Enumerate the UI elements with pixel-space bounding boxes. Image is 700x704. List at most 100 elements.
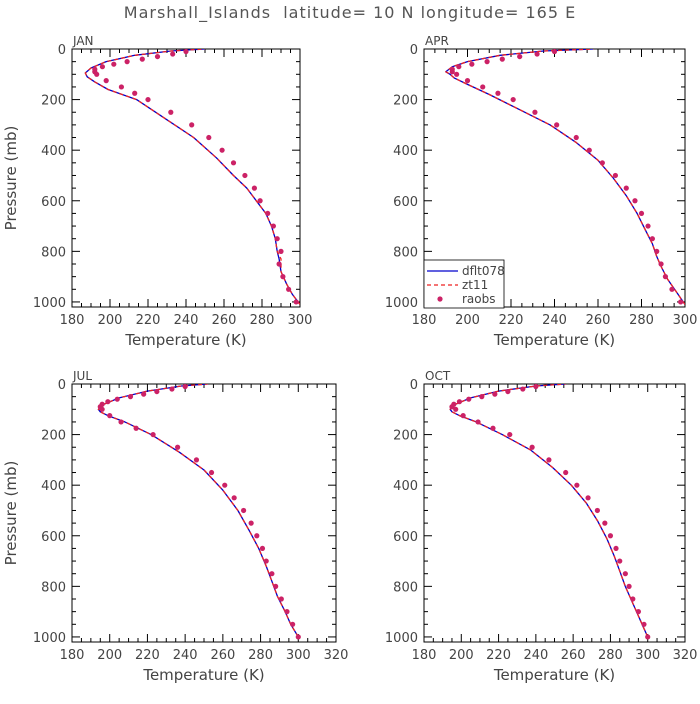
data-point-raobs <box>645 223 651 229</box>
panel-jul: JUL 180 200 220 240 260 280 300 320 0 200 400 600 800… <box>2 369 348 684</box>
y-tick-label: 200 <box>41 94 66 109</box>
data-point-raobs <box>658 261 664 267</box>
data-point-raobs <box>278 248 284 254</box>
data-point-raobs <box>114 396 120 402</box>
data-point-raobs <box>259 545 266 552</box>
data-point-raobs <box>492 391 498 397</box>
x-tick-label: 260 <box>212 313 237 328</box>
x-tick-label: 220 <box>486 648 511 663</box>
data-point-raobs <box>454 71 460 77</box>
data-point-raobs <box>99 64 105 70</box>
data-point-raobs <box>632 198 638 204</box>
data-point-raobs <box>139 56 145 62</box>
data-point-raobs <box>133 425 139 431</box>
data-point-raobs <box>284 609 290 615</box>
data-point-raobs <box>257 198 263 204</box>
data-point-raobs <box>495 90 501 96</box>
x-tick-label: 200 <box>449 648 474 663</box>
data-point-raobs <box>231 495 237 501</box>
data-point-raobs <box>169 386 175 392</box>
y-axis-label: Pressure (mb) <box>2 126 20 231</box>
series-line-dflt078 <box>97 384 299 638</box>
data-point-raobs <box>475 419 481 425</box>
data-point-raobs <box>293 299 299 305</box>
y-tick-label: 200 <box>393 429 418 444</box>
x-tick-label: 300 <box>673 313 698 328</box>
data-point-raobs <box>105 399 111 405</box>
y-tick-label: 0 <box>410 378 418 393</box>
data-point-raobs <box>451 401 457 407</box>
data-point-raobs <box>274 236 280 242</box>
data-point-raobs <box>206 134 212 141</box>
legend-label: zt11 <box>462 278 488 292</box>
data-point-raobs <box>154 388 160 395</box>
series-line-zt11 <box>445 49 685 305</box>
data-point-raobs <box>599 160 605 166</box>
data-point-raobs <box>183 49 189 55</box>
x-axis-label: Temperature (K) <box>142 666 264 684</box>
y-tick-label: 800 <box>41 580 66 595</box>
data-point-raobs <box>456 399 463 405</box>
panel-label: JUL <box>72 369 92 383</box>
data-point-raobs <box>145 96 151 103</box>
data-point-raobs <box>241 507 247 514</box>
x-tick-label: 280 <box>598 648 623 663</box>
panel-label: OCT <box>425 369 451 383</box>
x-tick-label: 260 <box>210 648 235 663</box>
x-tick-label: 200 <box>98 313 123 328</box>
x-tick-label: 260 <box>561 648 586 663</box>
plot-area <box>97 384 301 640</box>
series-line-zt11 <box>449 384 649 638</box>
data-point-raobs <box>107 413 113 419</box>
x-tick-label: 300 <box>286 648 311 663</box>
data-point-raobs <box>574 482 580 488</box>
legend-label: raobs <box>462 292 496 306</box>
x-tick-label: 180 <box>60 648 85 663</box>
y-tick-label: 1000 <box>33 296 66 311</box>
data-point-raobs <box>517 53 523 60</box>
plot-frame <box>71 383 337 643</box>
data-point-raobs <box>505 388 511 395</box>
y-tick-label: 400 <box>393 144 418 159</box>
data-point-raobs <box>551 49 558 55</box>
data-point-raobs <box>563 469 569 476</box>
data-point-raobs <box>111 61 117 67</box>
data-point-raobs <box>613 545 619 552</box>
x-tick-label: 200 <box>97 648 122 663</box>
y-tick-label: 1000 <box>385 631 418 646</box>
y-tick-label: 0 <box>58 43 66 58</box>
x-tick-label: 180 <box>412 313 437 328</box>
data-point-raobs <box>602 520 608 526</box>
data-point-raobs <box>662 274 669 280</box>
data-point-raobs <box>208 469 215 476</box>
x-axis-label: Temperature (K) <box>493 331 615 349</box>
panel-jan: JAN 180 200 220 240 260 280 300 0 200 400 600 800 100… <box>2 34 312 349</box>
x-tick-label: 220 <box>135 648 160 663</box>
data-point-raobs <box>585 495 591 501</box>
data-point-raobs <box>273 583 279 589</box>
y-tick-label: 600 <box>41 530 66 545</box>
data-point-raobs <box>480 84 486 90</box>
data-point-raobs <box>678 299 684 305</box>
y-tick-label: 200 <box>41 429 66 444</box>
plot-area <box>449 384 651 640</box>
y-tick-label: 800 <box>393 245 418 260</box>
data-point-raobs <box>150 431 156 438</box>
x-axis-label: Temperature (K) <box>124 331 246 349</box>
data-point-raobs <box>623 185 629 191</box>
data-point-raobs <box>586 147 592 153</box>
data-point-raobs <box>141 391 147 397</box>
x-tick-label: 260 <box>586 313 611 328</box>
data-point-raobs <box>251 185 257 191</box>
panel-label: JAN <box>72 34 94 48</box>
data-point-raobs <box>507 431 513 438</box>
legend-marker <box>437 296 443 302</box>
data-point-raobs <box>127 394 134 400</box>
data-point-raobs <box>103 78 109 84</box>
plot-area <box>84 49 300 305</box>
x-tick-label: 240 <box>173 648 198 663</box>
y-tick-label: 0 <box>410 43 418 58</box>
data-point-raobs <box>635 609 641 615</box>
